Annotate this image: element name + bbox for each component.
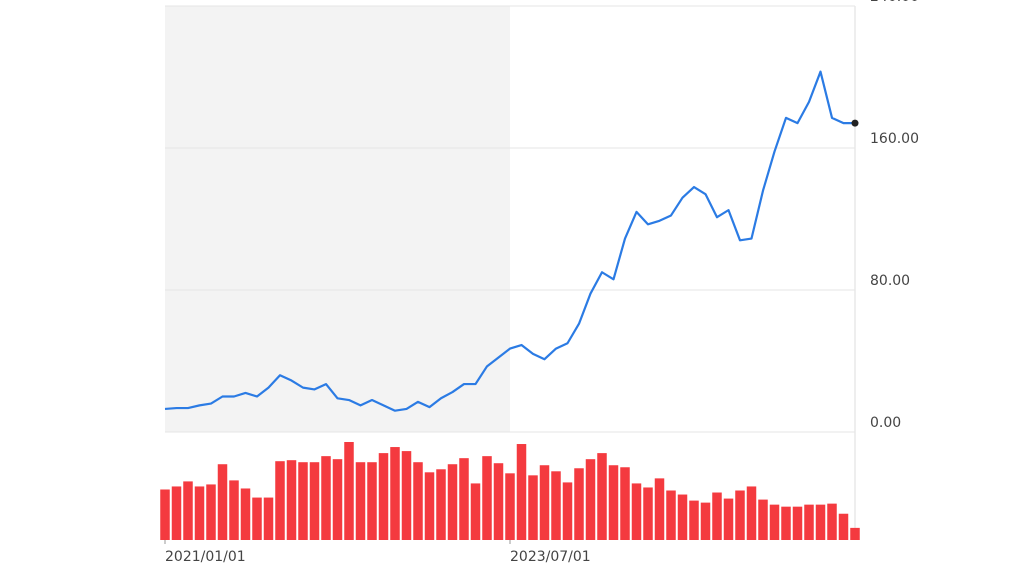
volume-bar: [677, 494, 688, 540]
volume-bar: [654, 478, 665, 540]
volume-bar: [263, 497, 274, 540]
highlight-region: [165, 6, 510, 432]
volume-bar: [160, 489, 170, 540]
volume-bar: [447, 464, 458, 540]
volume-bar: [712, 492, 722, 540]
volume-bar: [528, 475, 538, 540]
y-tick-label: 80.00: [870, 273, 910, 289]
volume-bar: [608, 465, 619, 540]
volume-bar: [769, 504, 780, 540]
volume-bar: [827, 503, 837, 540]
volume-bar: [286, 460, 297, 540]
y-tick-label: 240.00: [870, 0, 919, 5]
volume-bar: [574, 468, 584, 540]
volume-bar: [631, 483, 642, 540]
volume-bar: [689, 500, 699, 540]
volume-bar: [735, 490, 745, 540]
volume-bar: [620, 467, 630, 540]
volume-bar: [229, 480, 239, 540]
volume-bar: [206, 484, 216, 540]
volume-bar: [597, 453, 607, 540]
volume-bar: [355, 462, 366, 540]
x-tick-label: 2021/01/01: [165, 549, 246, 565]
x-tick-label: 2023/07/01: [510, 549, 591, 565]
volume-bar: [390, 447, 400, 540]
volume-bar: [217, 464, 228, 540]
volume-bar: [516, 444, 527, 540]
volume-bar: [585, 459, 596, 540]
volume-bar: [758, 499, 768, 540]
volume-bar: [321, 456, 331, 540]
volume-bar: [413, 462, 423, 540]
volume-bar: [493, 463, 504, 540]
volume-bar: [298, 462, 308, 540]
volume-bar: [470, 483, 481, 540]
volume-bar: [252, 497, 262, 540]
volume-bar: [746, 486, 757, 540]
y-tick-label: 160.00: [870, 131, 919, 147]
volume-bar: [666, 490, 676, 540]
volume-bar: [344, 442, 354, 540]
volume-bar: [850, 527, 860, 540]
y-tick-label: 0.00: [870, 415, 901, 431]
volume-bar: [562, 482, 573, 540]
last-point: [851, 119, 859, 127]
volume-bar: [815, 504, 826, 540]
volume-bar: [436, 469, 446, 540]
volume-bar: [551, 471, 561, 540]
volume-bar: [194, 486, 205, 540]
volume-bar: [482, 456, 492, 540]
volume-bar: [309, 462, 320, 540]
volume-bar: [367, 462, 377, 540]
volume-bar: [539, 465, 550, 540]
volume-bar: [700, 502, 711, 540]
price-line: [164, 70, 855, 412]
volume-bar: [240, 488, 251, 540]
volume-bar: [723, 498, 734, 540]
volume-bar: [792, 506, 803, 540]
volume-bar: [183, 481, 193, 540]
volume-bar: [424, 472, 435, 540]
volume-bar: [378, 453, 389, 540]
volume-bar: [171, 486, 182, 540]
volume-bar: [781, 506, 791, 540]
volume-bar: [804, 504, 814, 540]
volume-bar: [643, 487, 653, 540]
volume-bar: [401, 451, 412, 540]
volume-bar: [838, 513, 849, 540]
volume-bar: [505, 473, 515, 540]
volume-bar: [332, 459, 343, 540]
volume-bar: [459, 458, 469, 540]
volume-bar: [275, 461, 285, 540]
